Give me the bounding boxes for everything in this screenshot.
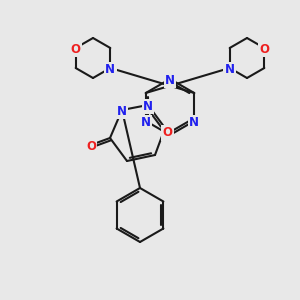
Text: O: O [86, 140, 96, 153]
Text: N: N [143, 100, 153, 113]
Text: N: N [165, 74, 175, 87]
Text: O: O [71, 43, 81, 56]
Text: O: O [163, 127, 172, 140]
Text: N: N [225, 63, 235, 76]
Text: N: N [189, 116, 199, 129]
Text: N: N [105, 63, 115, 76]
Text: O: O [259, 43, 269, 56]
Text: N: N [141, 116, 151, 129]
Text: N: N [117, 105, 127, 118]
